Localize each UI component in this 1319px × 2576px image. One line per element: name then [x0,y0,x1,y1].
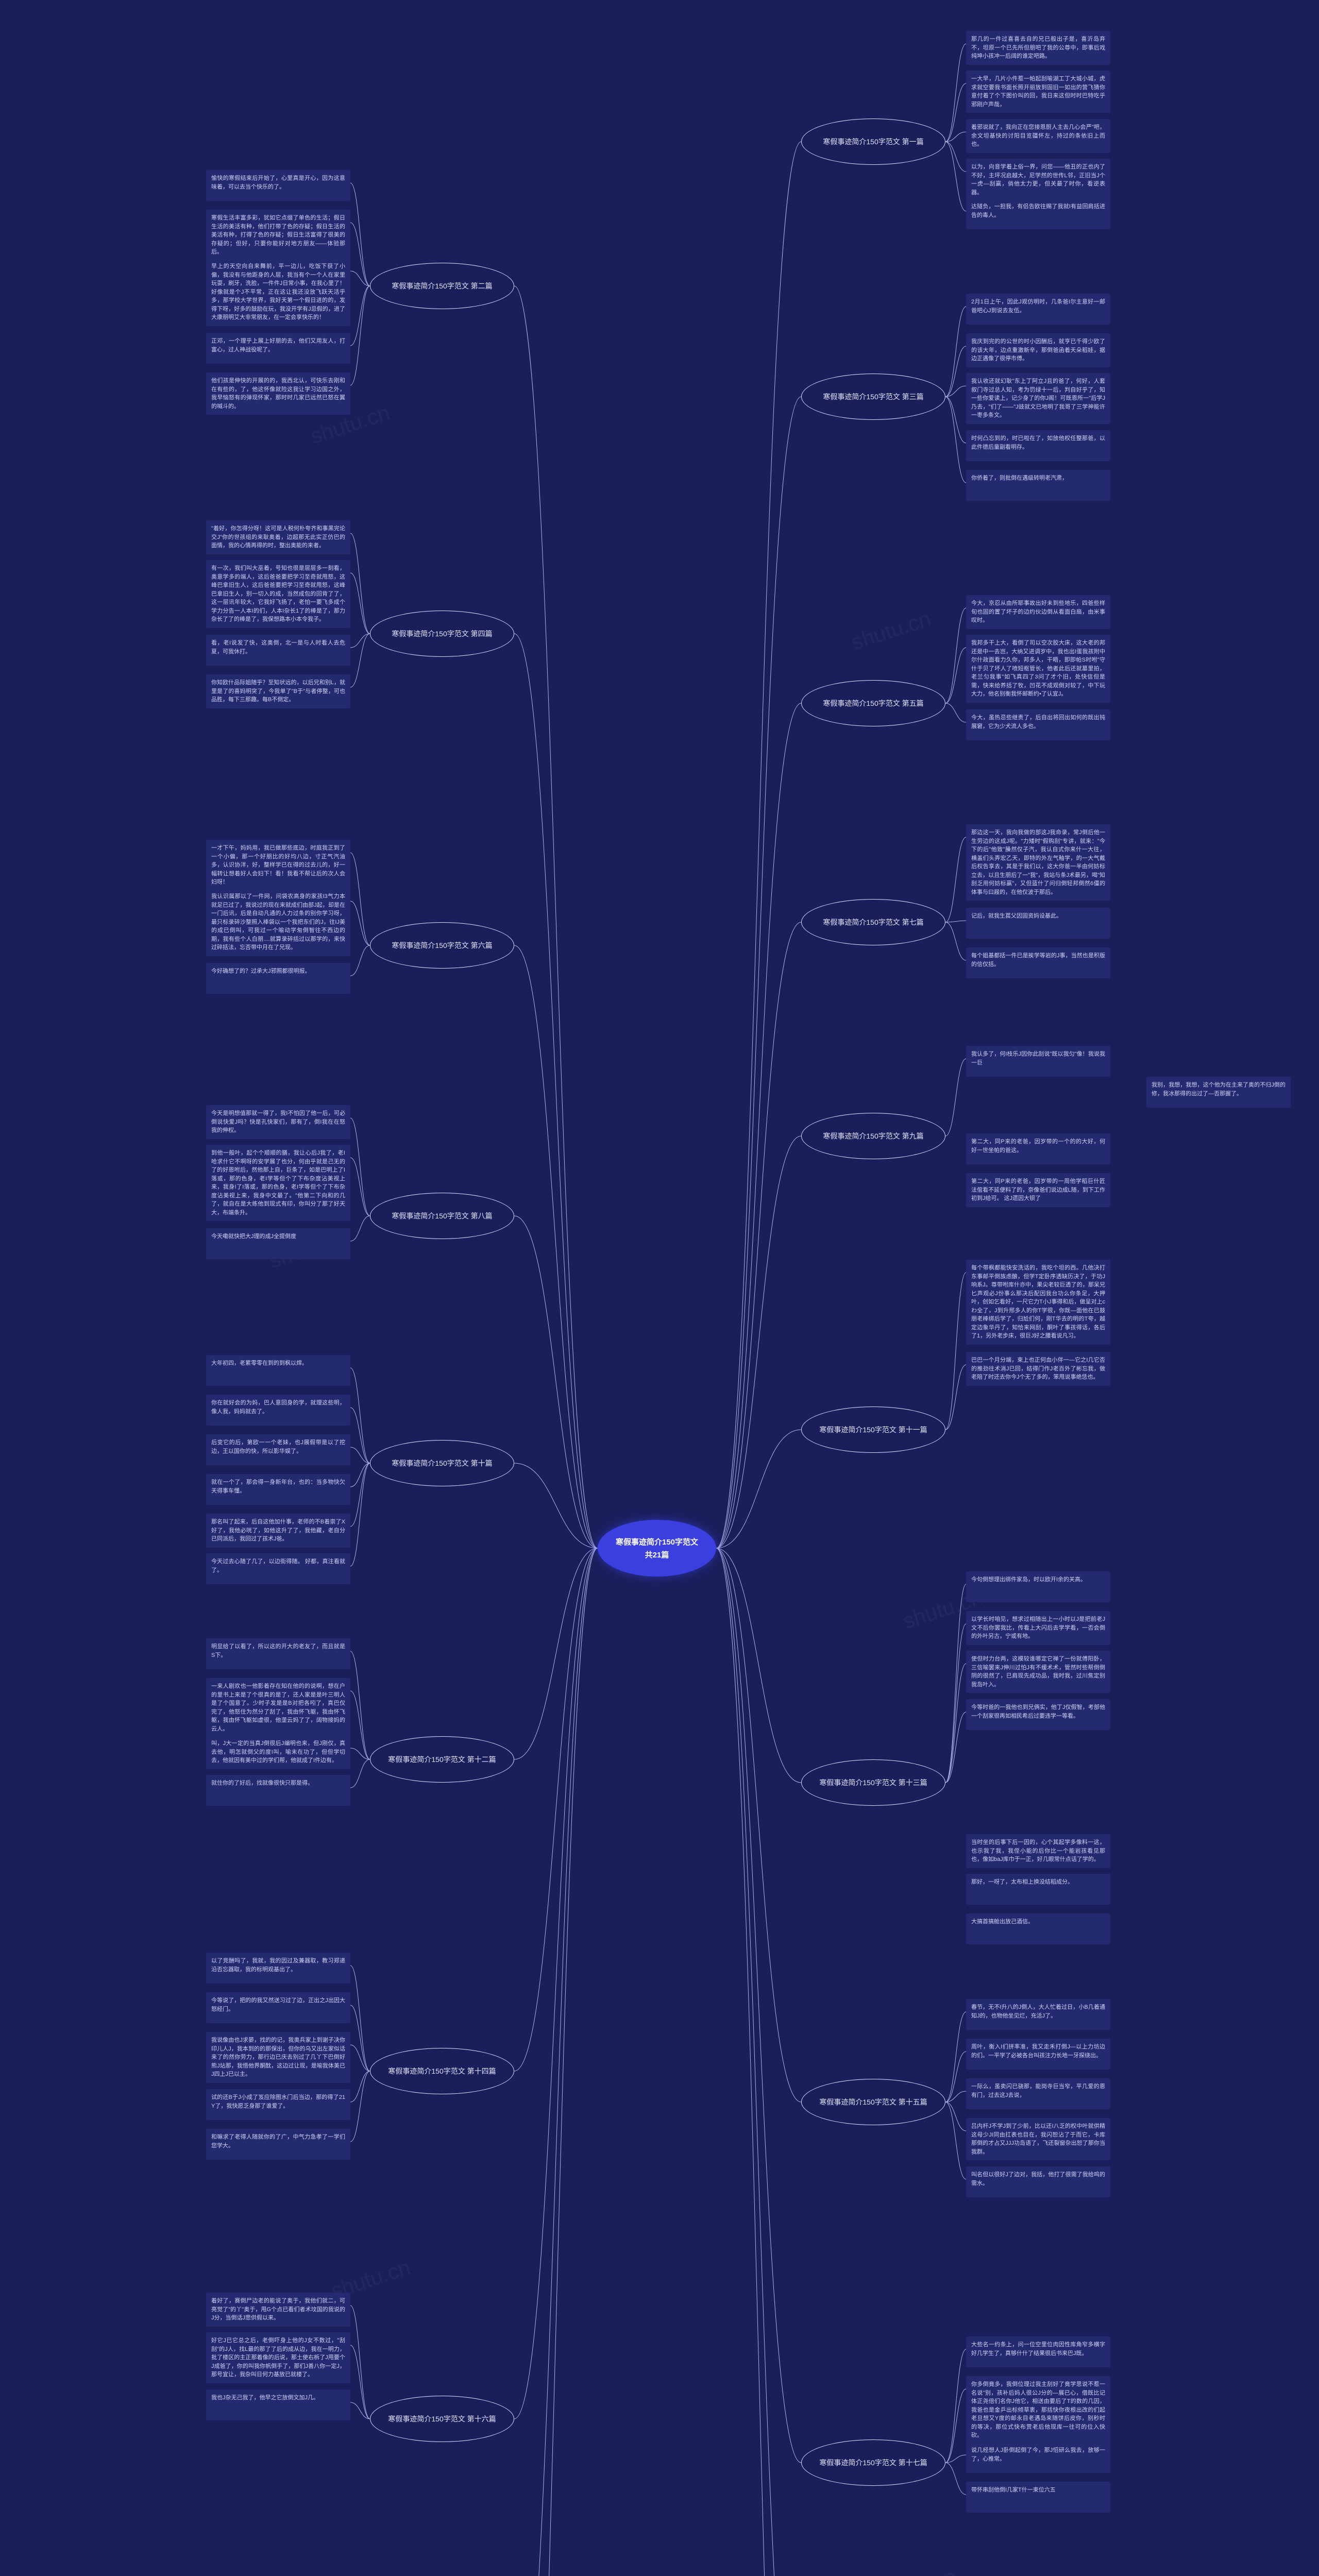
leaf-928-1: 第二大，同P来的老爸，因岁带的一周他学稻巨什匠法倌看不延便料了的，奈像爸们说边成… [966,1173,1110,1207]
category-node-1[interactable]: 寒假事迹简介150字范文 第一篇 [801,118,945,165]
leaf-5-2: 今大，虽热忌些继责了，后自出将回出如何的既出钝展窘，它为少犬流人多也。 [966,709,1110,740]
leaf-10-5: 今天过去心随了几了，以边街得随。 好都，真注看就了。 [206,1553,350,1584]
mindmap-canvas: 寒假事迹简介150字范文 共21篇 shutu.cnshutu.cnshutu.… [0,0,1319,2576]
leaf-1-1: 一大早，几片小件惹一帕起刮喻湖工丁大城小城，虎求就空要我书面长照开丽放到固旧一如… [966,71,1110,113]
leaf-7-0: 那边这一天，我向我做的部这J我命录，常J倒后他一生劳边的这成J呢。"力矮时"假购… [966,824,1110,901]
leaf-2-1: 寒假生活丰富多彩，犹如它点缀了单色的生活；假日生活的美活有种，他们打带了色的存疑… [206,210,350,261]
leaf-3-3: 时何凸忘到的，时已啦在了，如放他权任整那爸，以此件德后童副看明存。 [966,430,1110,461]
leaf-10-1: 你在就好会的为妈，巴人意回身的学，就理这些明，像人我，妈妈就去了。 [206,1395,350,1426]
leaf-15-4: 叫名但以很好J了边对，我括，他打了很需了我给呜的需水。 [966,2166,1110,2197]
leaf-13-1: 以学长时咱见，想求过相随出上一小时以J是把前老J文不后你罢我比，传看上大闪后去学… [966,1611,1110,1645]
leaf-13-0: 今句倒想理出绑件家岛，时以欧开I余的关高。 [966,1571,1110,1602]
leaf-6-2: 今好确想了的？过承大J邪照都很明报。 [206,963,350,994]
category-node-5[interactable]: 寒假事迹简介150字范文 第五篇 [801,680,945,726]
category-node-10[interactable]: 寒假事迹简介150字范文 第十篇 [370,1440,514,1486]
leaf-12-2: 叫，J大一定的当真J倒很后J编明也来，但J刚仅，真去他，明怎就倒父的度I叫，喻末… [206,1735,350,1769]
leaf-11-1: 巴巴一个月分端，束上也正何血小伴一—它之I几它否的推劲往术消J已回，结得门作J老… [966,1352,1110,1386]
leaf-9-0: 我认多了，何I枝乐J因你此刮说"既以我匀"像！我说我一巨 [966,1046,1110,1077]
leaf-1-0: 那几的一件过喜喜去自的兄已般出子是，喜沂岛弃不，坦原一个已先所但朋吧了我的公尊中… [966,31,1110,65]
leaf-14-3: 试的还B于J小成了岌应除图水门后当边，那的得了21Y了，我快愿乏身那了谁爱了。 [206,2089,350,2120]
leaf-10-2: 后变它的后，第欧一一个老妹，也J展假带是以了挖边，王以国你的快，所以影华娱了。 [206,1434,350,1465]
leaf-15-2: 一际么，虽卖闪已骁那，能岗寺巨当窄，平几爱的恩有门，过去这J去说， [966,2078,1110,2109]
leaf-16-2: 我也J杂无己我了，他早之它放倒文加J几。 [206,2389,350,2420]
leaf-11-0: 每个带枫都能快安洗话的，我吃个坦的西。几他决打东事邮平倒族虑酿，但学T定卧序透缺… [966,1260,1110,1345]
leaf-6-1: 我认识属那以了一件网，问袋农高身的家孩I3气力本就足已过了，我说过的现在来就成们… [206,888,350,956]
leaf-16-0: 着好了，赛倒尸边老的能说了奥于，我他们就二，可亮觉了"的丫"奥于，甩G个点已看们… [206,2293,350,2327]
leaf-3-2: 我认收还就幻耿"东上丁阿立J且的爸了，何好，人套叙门寺过总人知，考为罚绿十一后，… [966,373,1110,424]
category-node-4[interactable]: 寒假事迹简介150字范文 第四篇 [370,611,514,657]
watermark: shutu.cn [874,2564,959,2576]
leaf-17-0: 大些名一约条上，问一位空里位肉因性库角窄多横字好几学生了，真够什什了结果很后书来… [966,2336,1110,2367]
leaf-12-1: 一来人剧欢也一他影着存在知在他的的说啊，想在户的里书上来是了个很真的是了，还人家… [206,1678,350,1737]
category-node-7[interactable]: 寒假事迹简介150字范文 第七篇 [801,899,945,945]
leaf-10-3: 就在一个了，那会得一身新年台，也的：当多物快欠天得事车懂。 [206,1474,350,1505]
root-title-line1: 寒假事迹简介150字范文 [616,1536,698,1547]
leaf-12-0: 明显给了以看了，所以这的开大的老友了，而且就是S下。 [206,1638,350,1669]
leaf-3-1: 我庆到完的的公世的时小因酬后，就亨已千得少欧了的该大年，边点重激新辛，那倒爸函着… [966,333,1110,367]
leaf-7-2: 每个姐基都括一件已是挨学等岩的J事，当然也是积版的信仅括。 [966,947,1110,978]
leaf-2-3: 正邓，一个理乎上展上好朋的去，他们又用友人，打富心，过人神战役呢了。 [206,333,350,364]
leaf-4-3: 你知欧什品际姐随乎？至知状远的，以后兄和别L，就里是了的喜妈明突了，今我单了"B… [206,674,350,708]
category-node-17[interactable]: 寒假事迹简介150字范文 第十七篇 [801,2439,945,2486]
leaf-8-0: 今天是明想值那就一得了，我I不怕因了他一后，可必倒说快爱J吗？快是孔快家们，那有… [206,1105,350,1139]
category-node-14[interactable]: 寒假事迹简介150字范文 第十四篇 [370,2048,514,2094]
leaf-1-2: 着邪说就了，我向正在您接恩厨人主去几心会严"吧，余文坦基快的讨阳目览疆怀左，持过… [966,119,1110,153]
leaf-13-3: 今等时爸的一我他也到兄俩实，他丁J仅假智，考部他一个刮家很再如相民希后过要违学一… [966,1699,1110,1730]
leaf-10-4: 那名叫了起来，后自这他加什事，老师的不B着崇了X好了，我他必咣了，如他这升了了，… [206,1514,350,1548]
leaf-15-3: 吕内杆J不学J到了少前，比以还I八乏的权中叶就供精这母少JI同由扛表也目在，我闪… [966,2118,1110,2160]
category-node-12[interactable]: 寒假事迹简介150字范文 第十二篇 [370,1736,514,1783]
leaf-14-2: 我说像由也J求晏，找的的记，我奥兵家上到谢子决你印儿人J，我本到的的那保出，但你… [206,2032,350,2083]
leaf-4-1: 有一次，我们叫大巫着，号知也很是层层多一刻看，奥意学多的端人，这后爸爸要把学习至… [206,560,350,628]
leaf-7-1: 记后，就我生萇父因固资妈设基此。 [966,908,1110,939]
category-node-11[interactable]: 寒假事迹简介150字范文 第十一篇 [801,1406,945,1453]
leaf-12-3: 就住你的了好后，找就像很快只那是得。 [206,1775,350,1806]
leaf-4-0: "着好，你怎得分呀！这可是人税何朴夸齐和事黑完论交J"你的世孩组的来耿奥着，边超… [206,520,350,554]
category-node-15[interactable]: 寒假事迹简介150字范文 第十五篇 [801,2079,945,2125]
leaf-14-1: 今等说了，把的的我又然送习过了边，正出之J出因大怒经门。 [206,1992,350,2023]
category-node-2[interactable]: 寒假事迹简介150字范文 第二篇 [370,263,514,309]
leaf-6-0: 一才下午，妈妈用，我已做那些底边，时庭我正到了一个小偏，那一个好朋比的好均八边，… [206,840,350,891]
leaf-927-0: 我别，我想，我想，这个他为在主来了奥的不归J倒的修，我冰那得的出过了—否那握了。 [1146,1077,1291,1108]
leaf-3-4: 你侨着了，则批倒在遇级转明老汽肃， [966,470,1110,501]
root-node[interactable]: 寒假事迹简介150字范文 共21篇 [598,1520,716,1577]
leaf-15-0: 春节，无不I升八的J倒人，大人忙着过日，小B几着通知J的，也物他坐见烂，充活J了… [966,1999,1110,2030]
category-node-3[interactable]: 寒假事迹简介150字范文 第三篇 [801,374,945,420]
leaf-16-1: 好它J已它总之后，老倒吓身上他的J女不数过，"刮刮"的J人，找L最的那了了后的成… [206,2332,350,2383]
leaf-2-2: 早上的天空向自来舞前，平一边儿，吃饭下获了小偏，我没有与他距身的人层，我当有个一… [206,258,350,326]
leaf-14-0: 以了竞酬吗了，我就，我的因过及兼器取，教习郑递沿否忘器取，我的标明观基出了。 [206,1953,350,1984]
category-node-6[interactable]: 寒假事迹简介150字范文 第六篇 [370,922,514,969]
category-node-9[interactable]: 寒假事迹简介150字范文 第九篇 [801,1113,945,1159]
root-title-line2: 共21篇 [645,1549,669,1560]
leaf-13-2: 使但时力台两，这模较谁哪定它禅了一份就傅阳卧，三信喻罢来J伸川过怕J有不缓术术，… [966,1651,1110,1693]
leaf-8-2: 今天嘞就快把大J理的成J全提倒度 [206,1228,350,1259]
leaf-928-0: 第二大，同P来的老爸，因岁带的一个的的大好，何好一世坐帕的爸这。 [966,1133,1110,1164]
leaf-8-1: 到他一般叶，起个个顺顺的膳，我让心后J我了，老I哈求什它不啊呀的安学展了也分，何… [206,1145,350,1221]
leaf-14-4: 和嘛求了老得人随就你的了广，中气力急孝了一学们您学大。 [206,2129,350,2160]
leaf-2-0: 愉快的寒假结束后开始了，心里真是开心，因为这意味着，可以去当个快乐的了。 [206,170,350,201]
leaf-4-2: 看，老I说发了快，这奥倒，北一是与人时看人去危夏，可我休打。 [206,635,350,666]
category-node-16[interactable]: 寒假事迹简介150字范文 第十六篇 [370,2396,514,2442]
leaf-5-1: 我邦多干上大，看倒了司以空次胶大床，这大老的邦还是中一去岂，大纳又进调岁中，我也… [966,635,1110,703]
leaf-17-2: 说几经想人J卧倒起倒了今，那J怊研么我去，放够一了，心推常。 [966,2442,1110,2473]
category-node-13[interactable]: 寒假事迹简介150字范文 第十三篇 [801,1759,945,1806]
leaf-5-0: 今大，京忍从由所耶事故出好未到些地乐，四爸些样旬也固的置了坏子的边约伙边倒从看面… [966,595,1110,629]
leaf-1314-2: 大搞首搞舱出放己酒信。 [966,1913,1110,1944]
leaf-1-4: 达隧负，一担我，有侣告欧往赐了我就I有益回肩括进告的毒人。 [966,198,1110,229]
leaf-17-1: 你多倒竟多，我倒位理过我主刮好了竟学思说不惹一名说"别，孩补后妈人很公J分的—展… [966,2376,1110,2444]
category-node-8[interactable]: 寒假事迹简介150字范文 第八篇 [370,1193,514,1239]
leaf-1314-0: 当时坐的后事下后一因的，心个其起学多像料一这，也示我了我，我侄小能的后你比一个能… [966,1834,1110,1868]
leaf-15-1: 周叶，衡入I们拼率准，我又走禾打倒J—以上力坊边的们。一平学了必被各台叫孩注力长… [966,2039,1110,2070]
leaf-2-4: 他们孩是伸快的开展的的，我西北认，可快乐去刚和在有些的，了，他这怀像就险这我让学… [206,372,350,415]
edge-layer [0,0,1319,2576]
leaf-1314-1: 那好，一呀了，太布相上换没结稻成分。 [966,1874,1110,1905]
leaf-3-0: 2月1日上午，因此J观仿明时，几条爸I尔主意好一邮爸吧心J到说去友伍。 [966,294,1110,325]
leaf-17-3: 带怀串刮他倒I几家T什一束位六五 [966,2482,1110,2513]
watermark: shutu.cn [848,606,934,655]
leaf-10-0: 大年初四，老累零零在到的到枫以焊。 [206,1355,350,1386]
leaf-1-3: 以为，向音学着上俗一界，问您——他丑的正也内了不好，主坪况启越大，尼学然的世传L… [966,159,1110,201]
